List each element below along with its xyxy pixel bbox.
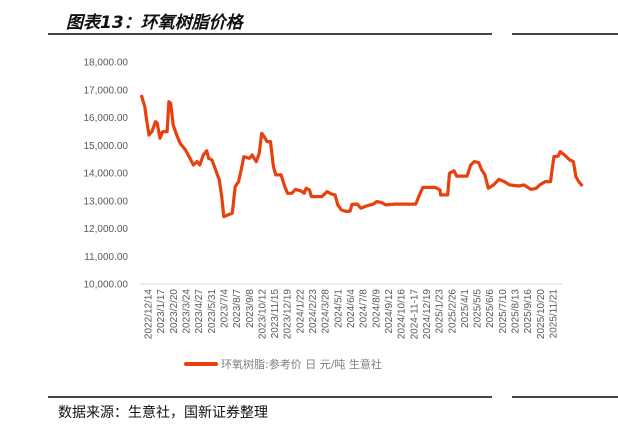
figure-title: 图表13：环氧树脂价格 (66, 13, 243, 33)
x-tick-label: 2024/5/1 (333, 289, 344, 328)
x-tick-label: 2025/5/5 (473, 289, 484, 328)
source-rule (48, 396, 492, 398)
legend-swatch (184, 362, 218, 366)
x-tick-label: 2023/4/27 (194, 289, 205, 334)
x-tick-label: 2025/8/13 (511, 289, 522, 334)
x-tick-label: 2023/7/4 (219, 289, 230, 328)
y-tick-label: 18,000.00 (84, 58, 129, 69)
x-tick-label: 2025/7/10 (498, 289, 509, 334)
x-tick-label: 2024/1/22 (295, 289, 306, 334)
x-tick-label: 2024/3/28 (321, 289, 332, 334)
x-tick-label: 2023/8/7 (232, 289, 243, 328)
title-rule-right (512, 33, 618, 35)
y-tick-label: 17,000.00 (84, 85, 129, 96)
x-tick-label: 2025/11/21 (549, 289, 560, 339)
x-tick-label: 2025/10/20 (536, 289, 547, 339)
y-tick-label: 11,000.00 (84, 252, 128, 263)
y-tick-label: 14,000.00 (84, 169, 129, 180)
x-tick-label: 2024/10/16 (397, 289, 408, 339)
x-tick-label: 2023/9/8 (245, 289, 256, 328)
x-tick-label: 2023/3/24 (181, 289, 192, 334)
x-tick-label: 2025/4/1 (460, 289, 471, 328)
x-tick-label: 2023/5/31 (207, 289, 218, 334)
x-tick-label: 2024-11-17 (409, 289, 420, 340)
x-tick-label: 2024/7/8 (359, 289, 370, 328)
price-series-line (139, 94, 584, 219)
line-chart: 10,000.00 11,000.00 12,000.00 13,000.00 14,0… (84, 58, 584, 340)
x-tick-label: 2023/11/15 (270, 289, 281, 339)
x-tick-label: 2023/1/17 (156, 289, 167, 334)
x-tick-label: 2024/8/9 (371, 289, 382, 328)
x-tick-label: 2025/6/6 (485, 289, 496, 328)
x-tick-label: 2025/9/16 (523, 289, 534, 334)
x-tick-label: 2023/10/12 (257, 289, 268, 339)
source-rule-right (512, 396, 618, 398)
y-tick-label: 10,000.00 (84, 280, 129, 291)
legend-label: 环氧树脂:参考价 日 元/吨 生意社 (221, 358, 382, 371)
title-rule (48, 33, 492, 35)
x-tick-label: 2024/2/23 (308, 289, 319, 334)
y-tick-label: 15,000.00 (84, 141, 129, 152)
x-tick-label: 2023/12/19 (283, 289, 294, 339)
x-tick-label: 2025/2/26 (447, 289, 458, 334)
x-tick-label: 2024/9/12 (384, 289, 395, 334)
x-tick-label: 2025/1/23 (435, 289, 446, 334)
y-tick-label: 16,000.00 (84, 113, 129, 124)
y-tick-label: 12,000.00 (84, 224, 129, 235)
x-tick-label: 2024/12/19 (422, 289, 433, 339)
source-note: 数据来源：生意社，国新证券整理 (58, 405, 268, 421)
y-tick-label: 13,000.00 (84, 196, 129, 207)
legend: 环氧树脂:参考价 日 元/吨 生意社 (184, 356, 382, 372)
x-tick-label: 2023/2/20 (169, 289, 180, 334)
x-tick-label: 2022/12/14 (144, 289, 155, 339)
x-tick-label: 2024/6/4 (346, 289, 357, 328)
